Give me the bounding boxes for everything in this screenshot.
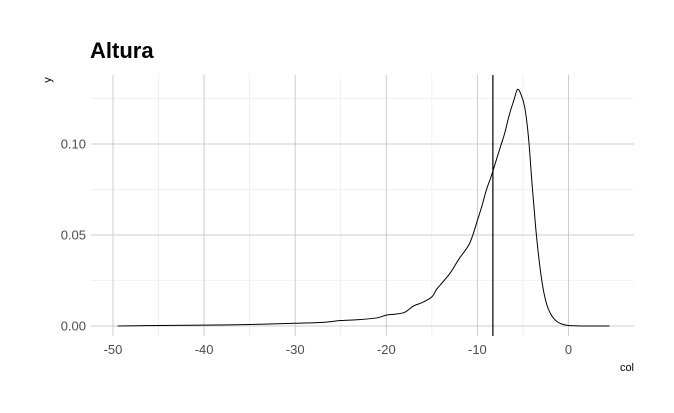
- density-line: [117, 88, 610, 327]
- y-tick-label: 0.05: [61, 228, 86, 243]
- y-tick-label: 0.10: [61, 137, 86, 152]
- x-tick-label: -10: [468, 342, 487, 357]
- major-gridlines: [91, 75, 634, 336]
- y-axis-ticks: 0.00 0.05 0.10: [61, 137, 86, 334]
- x-tick-label: 0: [565, 342, 572, 357]
- x-tick-label: -40: [195, 342, 214, 357]
- x-tick-label: -50: [104, 342, 123, 357]
- y-axis-label: y: [42, 77, 54, 83]
- plot-panel: [91, 75, 634, 336]
- chart-title: Altura: [90, 38, 154, 63]
- x-tick-label: -20: [377, 342, 396, 357]
- minor-gridlines: [91, 75, 634, 336]
- x-axis-label: col: [620, 362, 634, 374]
- y-tick-label: 0.00: [61, 319, 86, 334]
- x-axis-ticks: -50 -40 -30 -20 -10 0: [104, 342, 573, 357]
- x-tick-label: -30: [286, 342, 305, 357]
